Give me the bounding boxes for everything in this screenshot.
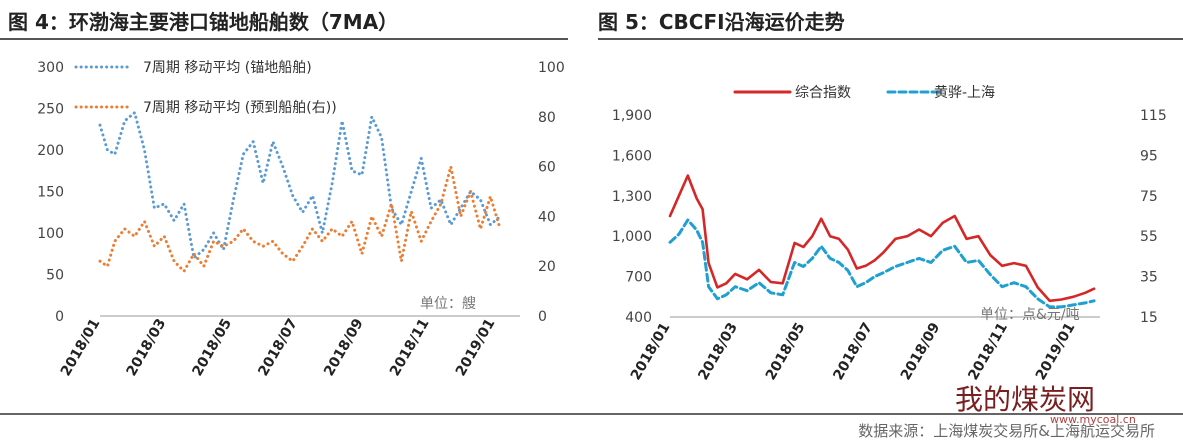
legend-label: 黄骅-上海 xyxy=(934,84,995,101)
y-tick-label: 50 xyxy=(46,268,64,284)
y-tick-label: 400 xyxy=(625,310,652,326)
y2-tick-label: 100 xyxy=(538,60,565,76)
y2-tick-label: 55 xyxy=(1140,229,1158,245)
watermark-url: www.mycoal.cn xyxy=(1050,413,1136,426)
x-tick-label: 2018/11 xyxy=(965,320,1011,383)
left-chart-title: 图 4：环渤海主要港口锚地船舶数（7MA） xyxy=(8,10,399,34)
legend-label: 7周期 移动平均 (锚地船舶) xyxy=(143,60,312,76)
unit-note: 单位：点&元/吨 xyxy=(980,307,1080,323)
y2-tick-label: 60 xyxy=(538,160,556,176)
y-tick-label: 300 xyxy=(37,60,64,76)
y2-tick-label: 15 xyxy=(1140,310,1158,326)
series-line xyxy=(98,165,502,273)
y-tick-label: 100 xyxy=(37,226,64,242)
y2-tick-label: 95 xyxy=(1140,148,1158,164)
footer-rule xyxy=(0,413,1183,415)
right-title-rule xyxy=(598,38,1183,40)
legend-label: 7周期 移动平均 (预到船舶(右)) xyxy=(143,100,337,116)
left-title-rule xyxy=(0,38,568,40)
y-tick-label: 1,900 xyxy=(612,108,652,124)
x-tick-label: 2019/01 xyxy=(1033,320,1079,383)
x-tick-label: 2018/07 xyxy=(830,320,876,383)
watermark-logo: 我的煤炭网 xyxy=(955,383,1096,416)
y2-tick-label: 0 xyxy=(538,309,547,325)
unit-note: 单位：艘 xyxy=(420,296,476,312)
y2-tick-label: 35 xyxy=(1140,270,1158,286)
x-tick-label: 2018/01 xyxy=(628,320,674,383)
y2-tick-label: 115 xyxy=(1140,108,1167,124)
series-line xyxy=(668,218,1096,309)
y-tick-label: 1,600 xyxy=(612,148,652,164)
y-tick-label: 1,000 xyxy=(612,229,652,245)
x-tick-label: 2018/03 xyxy=(695,320,741,383)
y-tick-label: 150 xyxy=(37,185,64,201)
y2-tick-label: 80 xyxy=(538,110,556,126)
source-note: 数据来源：上海煤炭交易所&上海航运交易所 xyxy=(858,422,1155,440)
x-tick-label: 2018/09 xyxy=(898,320,944,383)
right-chart-title: 图 5：CBCFI沿海运价走势 xyxy=(598,10,845,34)
y2-tick-label: 75 xyxy=(1140,189,1158,205)
series-line xyxy=(668,174,1096,303)
y-tick-label: 700 xyxy=(625,270,652,286)
right-chart: 400 700 1,000 1,300 1,600 1,900 15 35 55 75 95 115 2… xyxy=(612,84,1167,383)
y-tick-label: 0 xyxy=(55,309,64,325)
x-tick-label: 2018/05 xyxy=(763,320,809,383)
y-tick-label: 1,300 xyxy=(612,189,652,205)
series-line xyxy=(98,111,502,260)
y2-tick-label: 20 xyxy=(538,259,556,275)
legend-label: 综合指数 xyxy=(795,85,851,101)
y-tick-label: 200 xyxy=(37,143,64,159)
y2-tick-label: 40 xyxy=(538,209,556,225)
y-tick-label: 250 xyxy=(37,102,64,118)
